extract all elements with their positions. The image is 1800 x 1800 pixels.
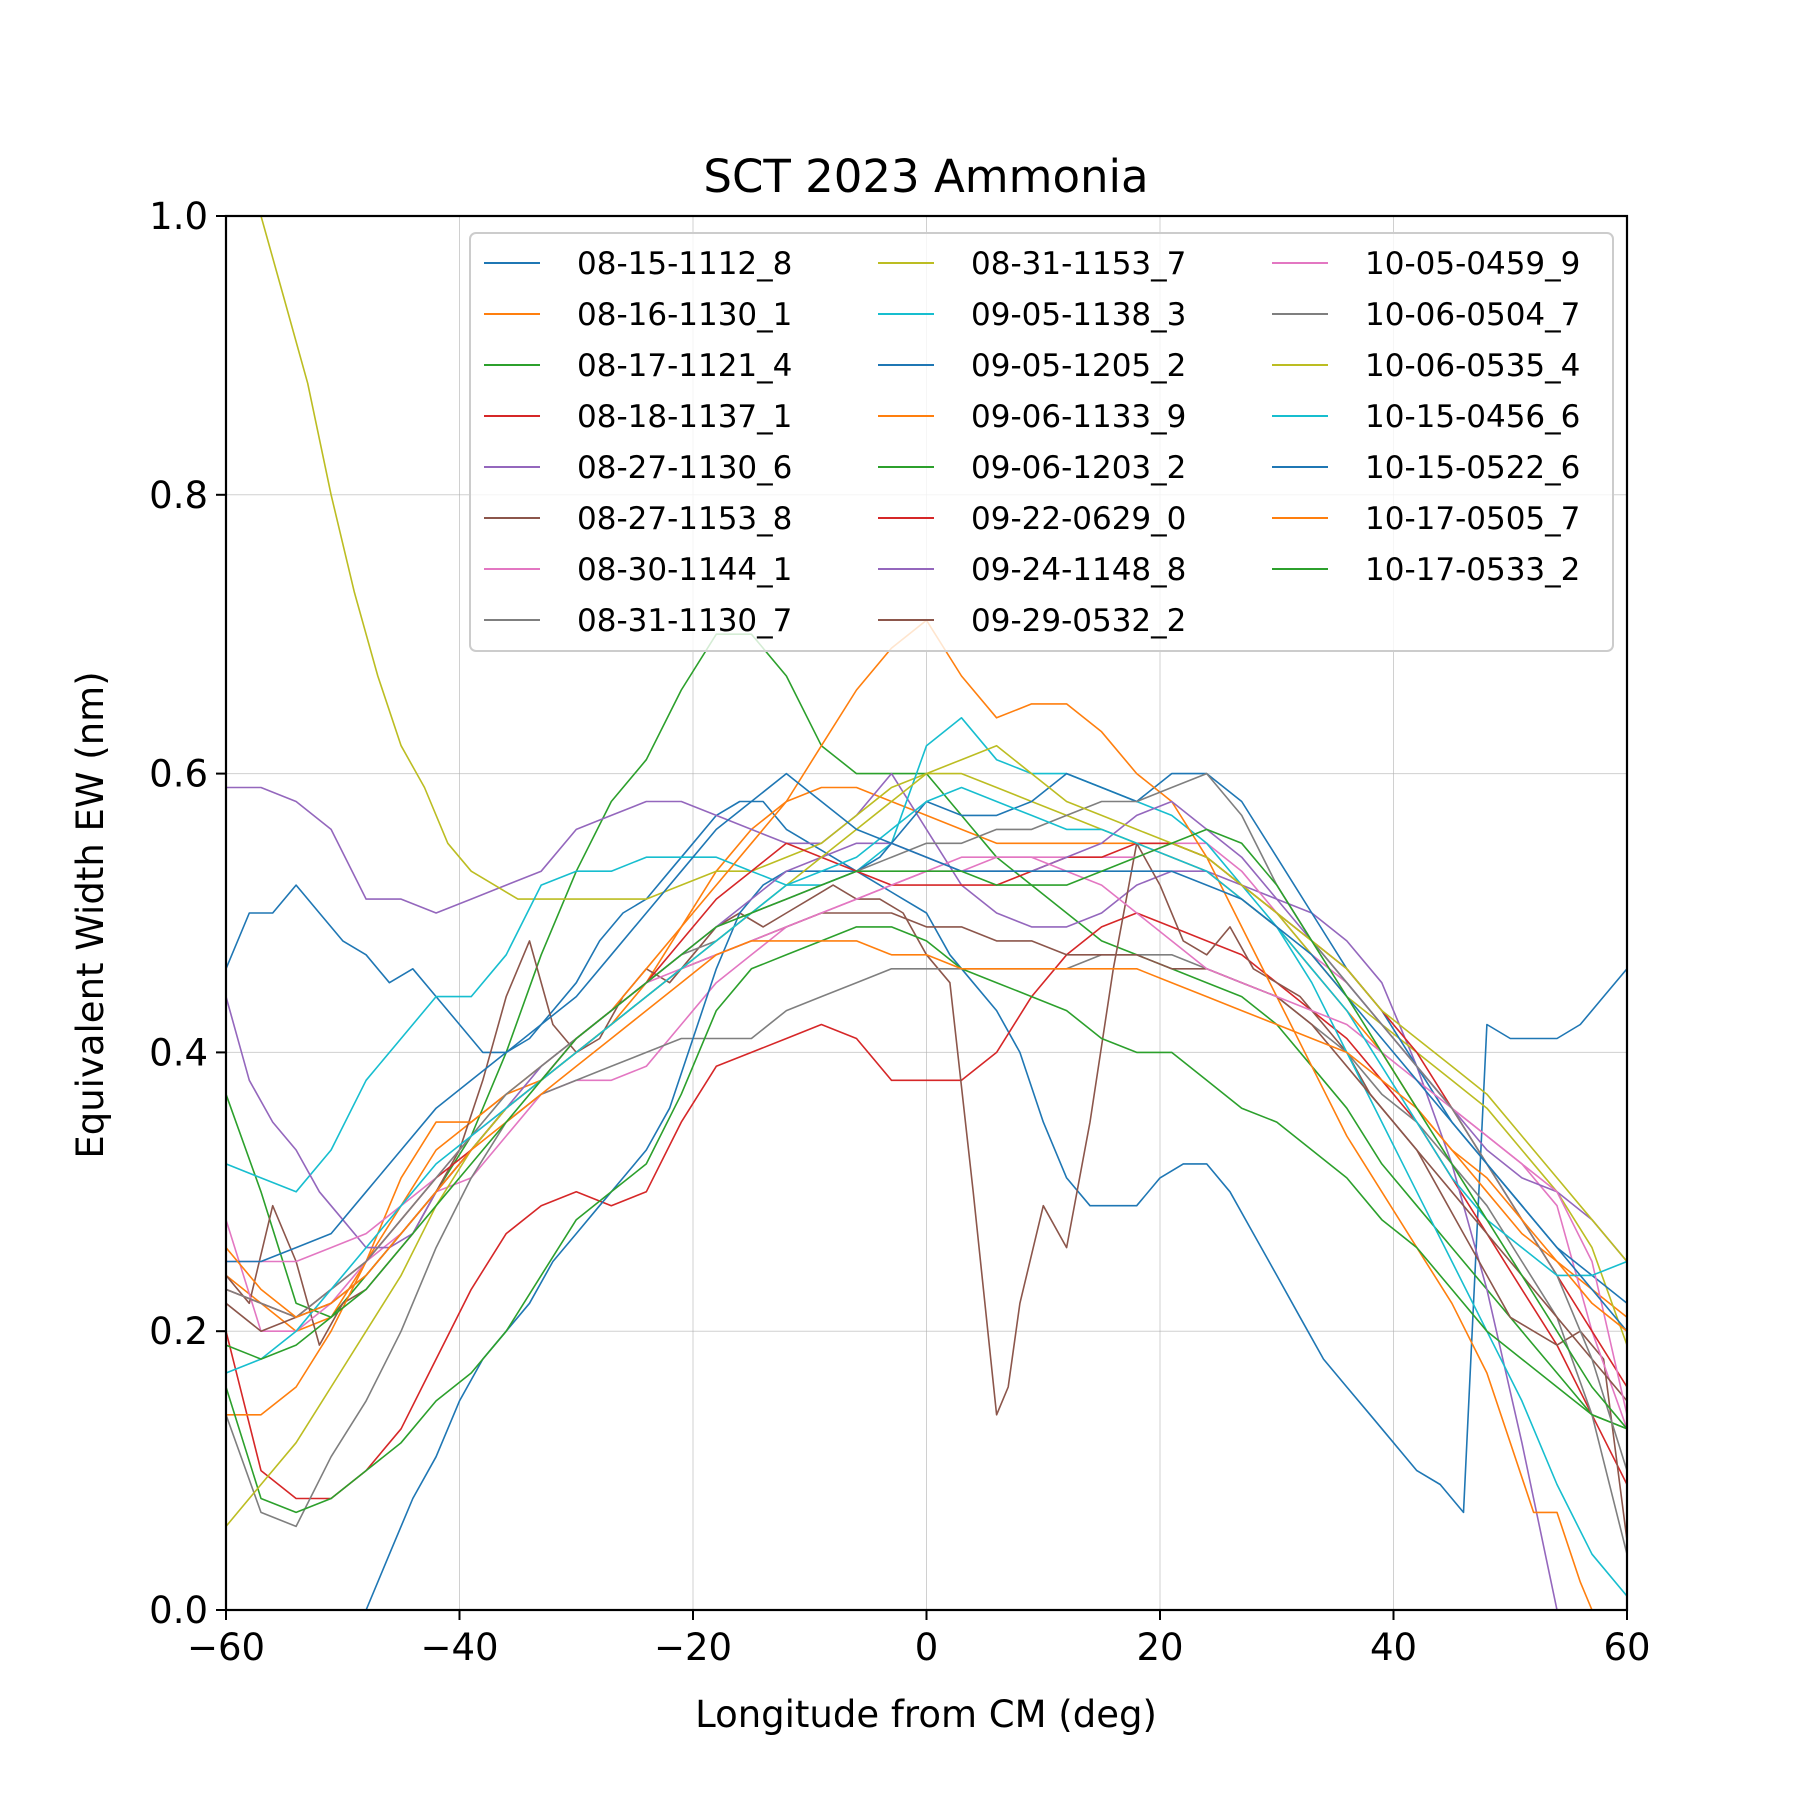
series-line-10-17-0505_7 — [226, 940, 1627, 1332]
legend-label: 09-22-0629_0 — [971, 501, 1186, 537]
series-line-10-15-0522_6 — [226, 772, 1627, 1332]
legend-label: 08-31-1153_7 — [971, 246, 1186, 282]
plot-area — [226, 216, 1627, 1610]
series-line-08-31-1130_7 — [226, 953, 1627, 1555]
x-tick-label: 40 — [1370, 1626, 1417, 1669]
y-tick-label: 0.4 — [149, 1031, 208, 1074]
legend-box — [469, 232, 1614, 652]
series-line-09-05-1138_3 — [226, 716, 1627, 1597]
legend-label: 08-30-1144_1 — [577, 552, 792, 588]
x-tick-label: −20 — [654, 1626, 732, 1669]
x-tick-label: −60 — [187, 1626, 265, 1669]
legend-label: 10-06-0535_4 — [1365, 348, 1580, 384]
y-tick-label: 0.6 — [149, 753, 208, 796]
chart-title: SCT 2023 Ammonia — [703, 150, 1148, 203]
legend-label: 09-06-1133_9 — [971, 399, 1186, 435]
y-tick-label: 1.0 — [149, 195, 208, 238]
legend-label: 10-17-0505_7 — [1365, 501, 1580, 537]
axes: −60 −40 −20 0 20 40 60 0.0 0.2 0.4 0.6 0.8 1.0 — [149, 195, 1650, 1669]
legend-label: 10-17-0533_2 — [1365, 552, 1580, 588]
legend-label: 08-17-1121_4 — [577, 348, 792, 384]
y-tick-label: 0.0 — [149, 1589, 208, 1632]
series-line-10-15-0456_6 — [226, 786, 1627, 1374]
x-axis-label: Longitude from CM (deg) — [695, 1693, 1157, 1736]
legend-label: 08-16-1130_1 — [577, 297, 792, 333]
series-line-09-22-0629_0 — [226, 842, 1627, 1388]
x-tick-label: 20 — [1136, 1626, 1183, 1669]
x-tick-label: 0 — [915, 1626, 939, 1669]
legend: 08-15-1112_8 08-16-1130_1 08-17-1121_4 08-1… — [469, 232, 1614, 652]
y-tick-label: 0.8 — [149, 474, 208, 517]
legend-label: 09-24-1148_8 — [971, 552, 1186, 588]
legend-label: 08-27-1130_6 — [577, 450, 792, 486]
series-line-10-06-0535_4 — [226, 744, 1627, 1527]
series-line-09-06-1203_2 — [226, 926, 1627, 1514]
series-line-08-27-1130_6 — [226, 772, 1627, 1610]
y-tick-label: 0.2 — [149, 1310, 208, 1353]
x-tick-label: 60 — [1603, 1626, 1650, 1669]
series-line-08-18-1137_1 — [226, 912, 1627, 1500]
legend-label: 08-18-1137_1 — [577, 399, 792, 435]
legend-label: 08-31-1130_7 — [577, 603, 792, 639]
x-tick-label: −40 — [420, 1626, 498, 1669]
legend-label: 08-27-1153_8 — [577, 501, 792, 537]
legend-label: 09-05-1205_2 — [971, 348, 1186, 384]
legend-label: 09-05-1138_3 — [971, 297, 1186, 333]
y-axis-label: Equivalent Width EW (nm) — [69, 671, 112, 1158]
legend-label: 10-05-0459_9 — [1365, 246, 1580, 282]
legend-label: 10-15-0456_6 — [1365, 399, 1580, 435]
series-line-10-17-0533_2 — [226, 828, 1627, 1430]
legend-label: 08-15-1112_8 — [577, 246, 792, 282]
legend-label: 09-29-0532_2 — [971, 603, 1186, 639]
legend-label: 10-15-0522_6 — [1365, 450, 1580, 486]
legend-label: 09-06-1203_2 — [971, 450, 1186, 486]
series-line-08-15-1112_8 — [226, 800, 1627, 1514]
legend-label: 10-06-0504_7 — [1365, 297, 1580, 333]
series-line-08-31-1153_7 — [260, 216, 1627, 1346]
series-line-10-06-0504_7 — [226, 772, 1627, 1471]
